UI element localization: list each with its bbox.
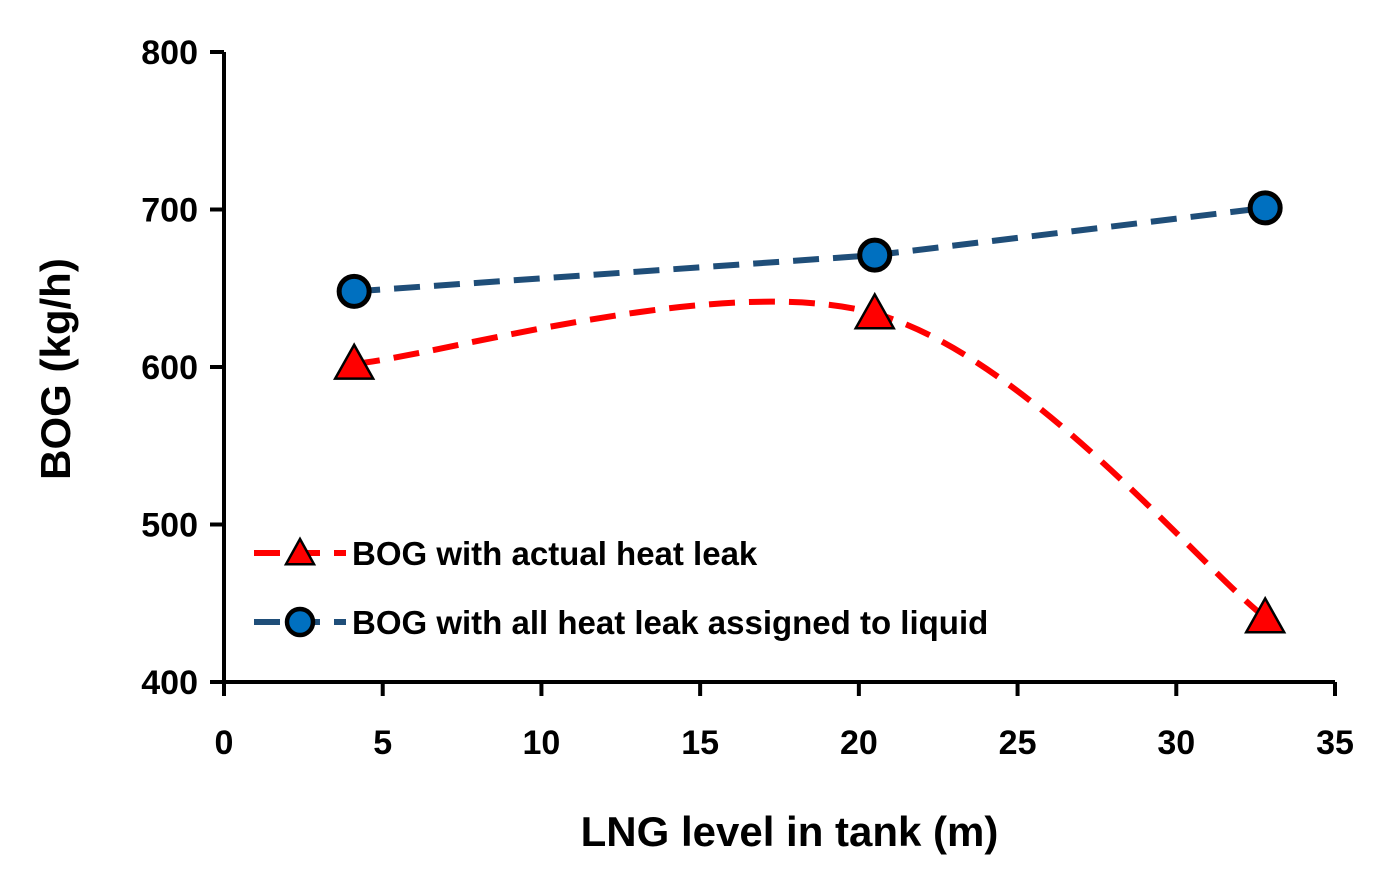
legend-label: BOG with actual heat leak bbox=[352, 535, 758, 572]
x-tick-label: 0 bbox=[215, 724, 234, 762]
series-layer bbox=[333, 190, 1287, 634]
legend: BOG with actual heat leak BOG with all he… bbox=[254, 535, 988, 641]
y-tick-label: 600 bbox=[141, 349, 198, 387]
x-tick-label: 15 bbox=[681, 724, 719, 762]
x-axis-title: LNG level in tank (m) bbox=[581, 808, 999, 855]
data-point-circle bbox=[1247, 190, 1283, 226]
x-tick-label: 20 bbox=[840, 724, 878, 762]
x-tick-label: 25 bbox=[999, 724, 1037, 762]
y-tick-label: 400 bbox=[141, 664, 198, 702]
data-point-circle bbox=[336, 273, 372, 309]
data-point-circle bbox=[857, 237, 893, 273]
legend-item-1: BOG with all heat leak assigned to liqui… bbox=[254, 604, 988, 641]
data-point-triangle bbox=[853, 291, 896, 330]
y-axis-title: BOG (kg/h) bbox=[32, 258, 79, 480]
legend-marker-circle bbox=[284, 606, 316, 638]
data-point-triangle bbox=[333, 342, 376, 380]
y-tick-label: 700 bbox=[141, 192, 198, 230]
x-tick-label: 30 bbox=[1157, 724, 1195, 762]
x-tick-label: 5 bbox=[373, 724, 392, 762]
legend-label: BOG with all heat leak assigned to liqui… bbox=[352, 604, 988, 641]
series-line bbox=[353, 204, 1266, 295]
series-1 bbox=[336, 190, 1283, 309]
x-tick-label: 10 bbox=[523, 724, 561, 762]
y-tick-label: 800 bbox=[141, 34, 198, 72]
legend-marker-triangle bbox=[283, 536, 317, 566]
x-tick-label: 35 bbox=[1316, 724, 1354, 762]
series-0 bbox=[333, 291, 1287, 634]
y-tick-label: 500 bbox=[141, 507, 198, 545]
legend-item-0: BOG with actual heat leak bbox=[254, 535, 758, 572]
data-point-triangle bbox=[1244, 595, 1287, 634]
axes: 400 500 600 700 800 0 5 10 15 20 25 30 35 bbox=[141, 34, 1354, 762]
